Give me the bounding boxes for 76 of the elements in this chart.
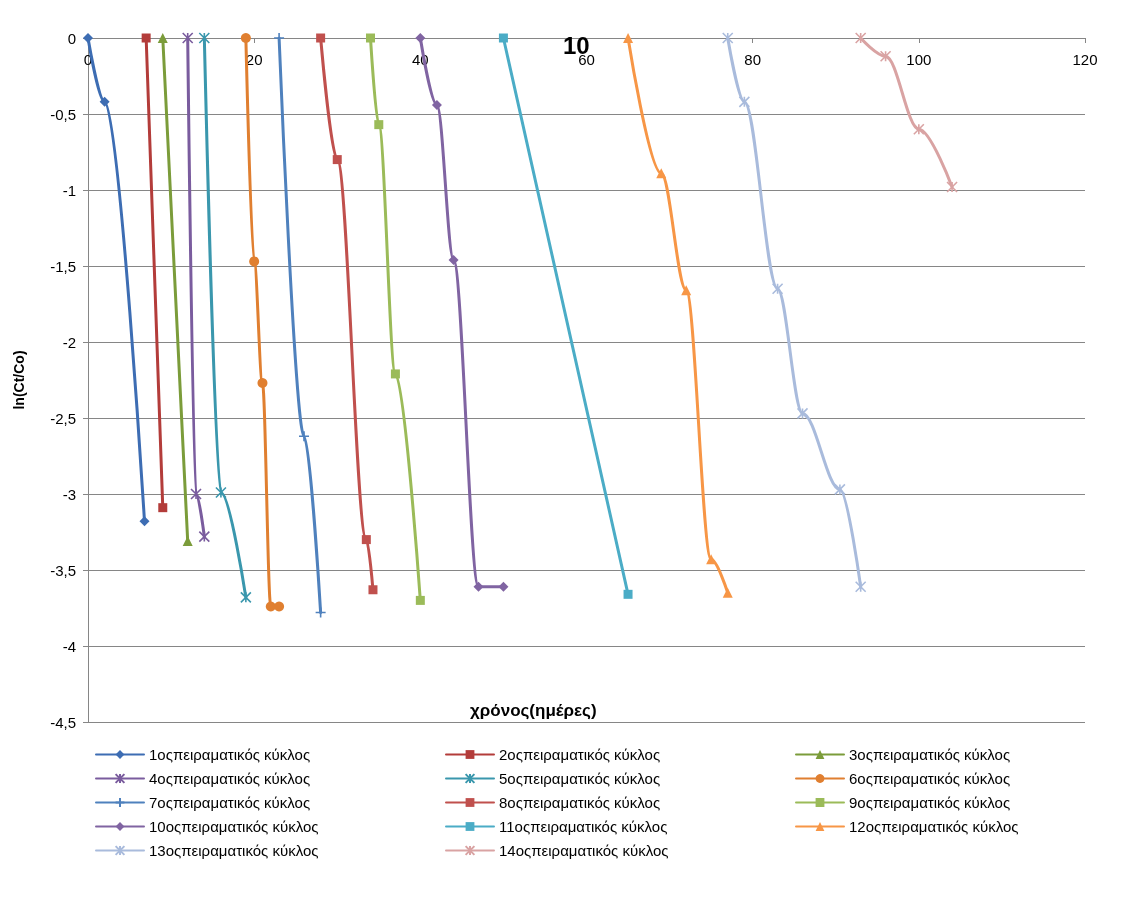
point [361, 535, 371, 545]
legend-label: 1οςπειραματικός κύκλος [149, 746, 311, 763]
y-tick-label: -1 [62, 181, 76, 199]
point [198, 530, 211, 543]
legend-label: 9οςπειραματικός κύκλος [849, 794, 1011, 811]
point [249, 256, 260, 267]
x-tick-label: 120 [1072, 51, 1098, 68]
point [721, 32, 734, 44]
point [498, 581, 509, 592]
point [415, 595, 425, 605]
point [374, 120, 384, 130]
point [431, 99, 442, 110]
y-tick-label: -3 [62, 485, 76, 503]
point [274, 601, 285, 612]
point [332, 155, 342, 165]
y-tick-label: -0,5 [50, 105, 76, 123]
point [139, 516, 150, 527]
legend-label: 12οςπειραματικός κύκλος [849, 818, 1019, 835]
legend-label: 8οςπειραματικός κύκλος [499, 794, 661, 811]
y-tick-label: 0 [67, 29, 76, 47]
legend-label: 14οςπειραματικός κύκλος [499, 842, 669, 859]
x-tick-label: 100 [906, 51, 932, 68]
point [368, 585, 378, 595]
y-tick-label: -2,5 [50, 409, 76, 427]
point [796, 407, 809, 420]
legend-label: 3οςπειραματικός κύκλος [849, 746, 1011, 763]
point [771, 283, 784, 295]
point [415, 33, 426, 43]
point [158, 503, 168, 513]
point [722, 587, 733, 598]
legend-label: 2οςπειραματικός κύκλος [499, 746, 661, 763]
legend-label: 6οςπειραματικός κύκλος [849, 770, 1011, 787]
point [623, 589, 633, 599]
y-axis-title: ln(Ct/Co) [11, 350, 27, 410]
point [190, 488, 202, 500]
point [498, 33, 508, 43]
point [240, 591, 252, 604]
point [99, 96, 110, 107]
legend-label: 11οςπειραματικός κύκλος [499, 818, 668, 835]
legend-label: 13οςπειραματικός κύκλος [149, 842, 319, 859]
point [913, 123, 925, 135]
point [879, 50, 892, 63]
point [448, 254, 459, 265]
legend-label: 7οςπειραματικός κύκλος [149, 794, 311, 811]
legend-label: 4οςπειραματικός κύκλος [149, 770, 311, 787]
point [854, 580, 867, 593]
point [738, 96, 751, 108]
point [257, 378, 268, 389]
point [314, 606, 327, 619]
y-tick-label: -4,5 [50, 713, 76, 731]
point [623, 33, 634, 43]
legend-label: 10οςπειραματικός κύκλος [149, 818, 319, 835]
point [473, 581, 484, 592]
point [365, 33, 375, 43]
point [215, 486, 227, 499]
point [681, 285, 692, 296]
x-axis-title: χρόνος(ημέρες) [470, 701, 597, 720]
point [181, 32, 194, 44]
x-tick-label: 80 [744, 51, 762, 68]
y-tick-label: -1,5 [50, 257, 76, 275]
legend-label: 5οςπειραματικός κύκλος [499, 770, 661, 787]
point [240, 33, 251, 43]
point [198, 32, 211, 44]
point [298, 430, 310, 443]
point [390, 369, 400, 379]
point [854, 32, 867, 44]
y-tick-label: -2 [62, 333, 76, 351]
y-tick-label: -4 [62, 637, 76, 655]
point [946, 181, 958, 193]
point [265, 601, 276, 612]
point [316, 33, 326, 43]
point [83, 33, 93, 43]
point [141, 33, 151, 43]
y-tick-label: -3,5 [50, 561, 76, 579]
point [656, 168, 667, 179]
point [834, 483, 846, 496]
